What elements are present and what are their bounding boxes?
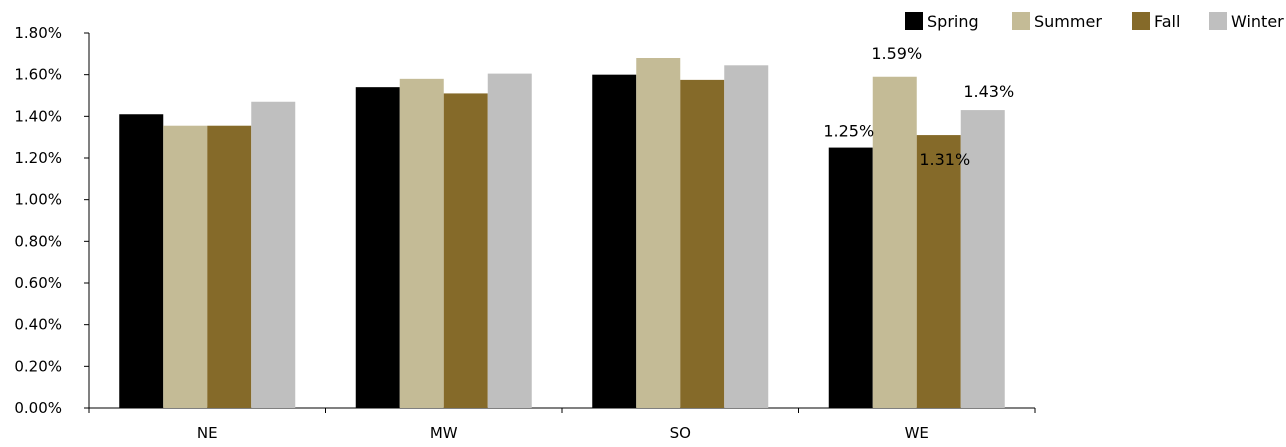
bar-fall-so (680, 79, 725, 408)
data-label-summer-we: 1.59% (871, 44, 922, 63)
bar-summer-mw (399, 78, 444, 408)
legend-swatch (1012, 12, 1030, 30)
legend-label: Fall (1154, 12, 1180, 31)
legend-label: Summer (1034, 12, 1102, 31)
x-category-label: NE (197, 424, 218, 442)
legend-label: Spring (927, 12, 979, 31)
y-tick-label: 1.80% (14, 24, 62, 42)
data-label-spring-we: 1.25% (823, 122, 874, 141)
data-labels-layer: 1.25% 1.59% 1.31% 1.43% (823, 44, 1014, 169)
legend-swatch (905, 12, 923, 30)
bar-fall-ne (207, 125, 252, 408)
y-tick-label: 0.20% (14, 357, 62, 375)
y-tick-label: 0.80% (14, 232, 62, 250)
bars-layer (119, 58, 1005, 409)
bar-fall-we (916, 135, 961, 409)
y-tick-label: 0.00% (14, 399, 62, 417)
legend-item-fall: Fall (1132, 12, 1180, 31)
bar-winter-mw (487, 73, 532, 408)
bar-summer-so (636, 58, 681, 408)
x-category-label: WE (905, 424, 929, 442)
axis-layer: 0.00% 0.20% 0.40% 0.60% 0.80% 1.00% 1.20% 1.40%… (14, 24, 1036, 442)
bar-winter-ne (251, 101, 296, 408)
data-label-fall-we: 1.31% (919, 150, 970, 169)
x-category-label: SO (670, 424, 691, 442)
y-tick-label: 0.40% (14, 316, 62, 334)
bar-winter-so (724, 65, 769, 409)
bar-spring-ne (119, 114, 164, 408)
bar-spring-mw (355, 87, 400, 409)
bar-spring-we (828, 147, 873, 409)
y-tick-label: 0.60% (14, 274, 62, 292)
x-category-label: MW (430, 424, 458, 442)
bar-summer-we (872, 76, 917, 408)
y-tick-label: 1.20% (14, 149, 62, 167)
bar-spring-so (592, 74, 637, 409)
legend-item-winter: Winter (1209, 12, 1284, 31)
y-tick-label: 1.40% (14, 107, 62, 125)
legend-swatch (1209, 12, 1227, 30)
bar-summer-ne (163, 125, 208, 408)
legend-item-spring: Spring (905, 12, 979, 31)
y-tick-label: 1.60% (14, 66, 62, 84)
legend-item-summer: Summer (1012, 12, 1102, 31)
legend: Spring Summer Fall Winter (905, 12, 1284, 31)
data-label-winter-we: 1.43% (963, 82, 1014, 101)
y-tick-label: 1.00% (14, 191, 62, 209)
legend-label: Winter (1231, 12, 1284, 31)
bar-winter-we (960, 110, 1005, 408)
legend-swatch (1132, 12, 1150, 30)
bar-fall-mw (443, 93, 488, 409)
